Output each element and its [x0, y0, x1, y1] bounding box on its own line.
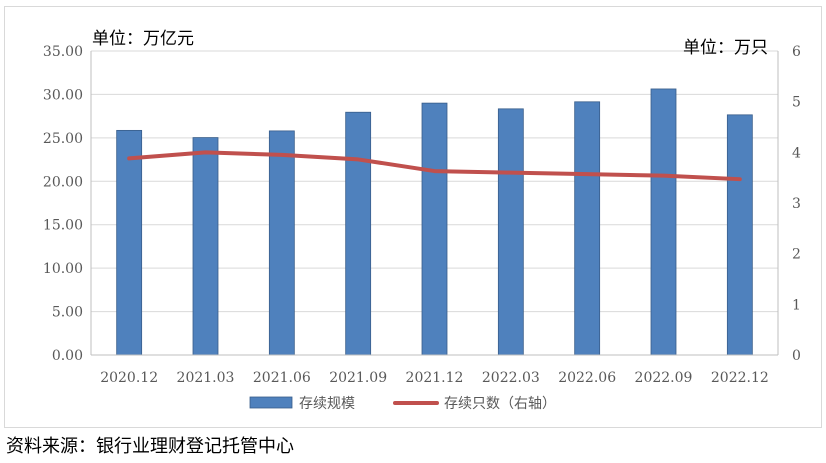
right-tick-label: 0 — [792, 348, 801, 364]
left-tick-label: 25.00 — [43, 131, 83, 147]
legend: 存续规模 存续只数（右轴） — [249, 395, 556, 412]
right-tick-label: 2 — [792, 247, 801, 263]
x-tick-label: 2021.03 — [177, 370, 235, 386]
bar — [650, 88, 677, 356]
x-tick-label: 2022.03 — [482, 370, 540, 386]
x-tick-label: 2021.09 — [329, 370, 387, 386]
left-tick-label: 20.00 — [43, 174, 83, 190]
left-tick-label: 10.00 — [43, 261, 83, 277]
bar — [421, 102, 448, 356]
chart-svg: 0.00 5.00 10.00 15.00 20.00 25.00 30.00 35.00 0 1… — [43, 44, 801, 412]
left-tick-label: 30.00 — [43, 87, 83, 103]
right-tick-label: 5 — [792, 95, 801, 111]
bar-series — [116, 88, 753, 356]
x-tick-label: 2022.09 — [635, 370, 693, 386]
left-tick-label: 35.00 — [43, 44, 83, 60]
left-tick-label: 15.00 — [43, 218, 83, 234]
bar — [268, 130, 295, 356]
left-tick-label: 0.00 — [52, 348, 83, 364]
legend-label-line: 存续只数（右轴） — [444, 395, 556, 412]
right-tick-label: 6 — [792, 44, 801, 60]
x-tick-label: 2021.06 — [253, 370, 311, 386]
x-tick-label: 2022.06 — [558, 370, 616, 386]
bar — [726, 114, 753, 356]
left-axis-unit-label: 单位：万亿元 — [92, 29, 194, 49]
right-tick-label: 3 — [792, 196, 801, 212]
bar — [345, 111, 372, 356]
bar — [497, 108, 524, 356]
legend-label-bar: 存续规模 — [299, 395, 355, 412]
right-tick-label: 1 — [792, 297, 801, 313]
x-tick-label: 2020.12 — [100, 370, 158, 386]
axes: 0.00 5.00 10.00 15.00 20.00 25.00 30.00 35.00 0 1… — [43, 44, 801, 386]
left-tick-label: 5.00 — [52, 305, 83, 321]
legend-swatch-bar — [249, 396, 293, 409]
right-tick-label: 4 — [792, 145, 801, 161]
bar — [116, 129, 143, 356]
bar — [192, 137, 219, 356]
source-note: 资料来源：银行业理财登记托管中心 — [6, 436, 294, 457]
right-axis-unit-label: 单位：万只 — [683, 38, 768, 58]
bar — [574, 101, 601, 356]
x-tick-label: 2022.12 — [711, 370, 769, 386]
x-tick-label: 2021.12 — [406, 370, 464, 386]
line-series — [127, 150, 742, 182]
